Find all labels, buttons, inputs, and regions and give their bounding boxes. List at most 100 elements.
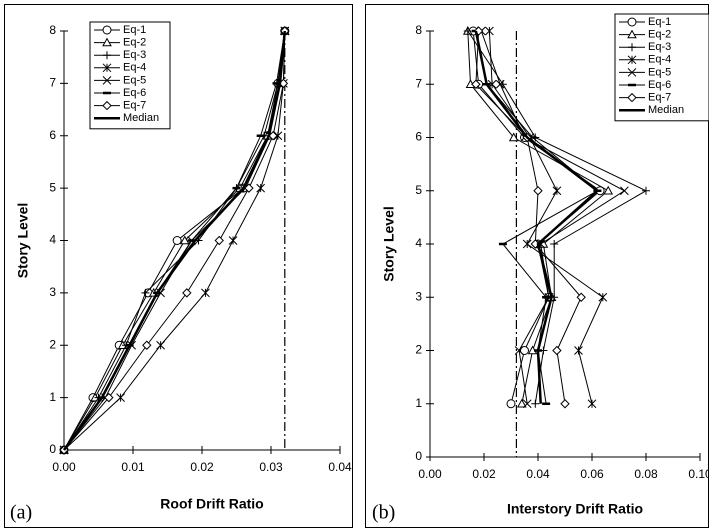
legend-marker — [627, 17, 637, 27]
data-point — [495, 79, 505, 89]
y-tick-label: 2 — [49, 337, 56, 351]
data-point — [506, 399, 516, 409]
data-point — [516, 398, 527, 408]
median-line — [62, 30, 287, 451]
legend-box — [89, 21, 171, 130]
legend-marker — [102, 76, 112, 85]
data-point — [552, 186, 562, 196]
data-point — [642, 186, 650, 195]
data-point — [471, 79, 481, 89]
y-tick-label: 3 — [415, 289, 422, 303]
data-point — [598, 292, 608, 302]
legend-label: Eq-6 — [123, 87, 146, 99]
data-point — [182, 288, 192, 298]
median-line — [474, 30, 600, 404]
legend-label: Eq-2 — [123, 37, 146, 49]
series-line — [467, 30, 648, 404]
y-tick-label: 1 — [49, 390, 56, 404]
y-tick-label: 8 — [415, 23, 422, 37]
x-tick-label: 0.06 — [580, 467, 604, 481]
y-tick-label: 1 — [415, 396, 422, 410]
y-tick-label: 8 — [49, 23, 56, 37]
data-point — [201, 288, 210, 298]
data-point — [141, 288, 150, 297]
y-tick-label: 5 — [49, 180, 56, 194]
data-point — [587, 399, 597, 409]
data-point — [552, 345, 562, 356]
legend-marker — [627, 29, 637, 39]
panel-label: (a) — [10, 502, 32, 524]
y-axis-title: Story Level — [15, 203, 31, 278]
x-tick-label: 0.08 — [634, 467, 658, 481]
data-point — [603, 185, 614, 195]
data-point — [520, 346, 529, 355]
y-tick-label: 0 — [49, 442, 56, 456]
data-point — [142, 340, 152, 350]
data-point — [620, 186, 629, 196]
legend-marker — [628, 43, 636, 52]
legend-label: Eq-4 — [648, 54, 671, 66]
x-tick-label: 0.03 — [259, 460, 283, 474]
data-point — [576, 292, 586, 302]
legend-box — [614, 13, 709, 122]
y-axis-title: Story Level — [381, 206, 397, 281]
series-line — [480, 30, 626, 404]
data-point — [156, 340, 165, 350]
data-point — [116, 393, 125, 402]
data-point — [550, 240, 559, 248]
data-point — [244, 183, 254, 193]
legend-label: Eq-7 — [123, 100, 146, 112]
panel-frame — [4, 4, 353, 528]
data-point — [508, 132, 519, 142]
x-tick-label: 0.00 — [418, 467, 442, 481]
panel-label: (b) — [372, 502, 395, 524]
x-tick-label: 0.02 — [472, 467, 496, 481]
legend-marker — [627, 55, 637, 65]
y-tick-label: 6 — [415, 130, 422, 144]
legend-label: Eq-6 — [648, 79, 671, 91]
x-tick-label: 0.10 — [688, 467, 709, 481]
data-point — [522, 399, 532, 409]
x-tick-label: 0.02 — [190, 460, 214, 474]
legend-marker — [102, 100, 112, 111]
data-point — [273, 131, 283, 141]
x-tick-label: 0.04 — [526, 467, 550, 481]
y-tick-label: 6 — [49, 128, 56, 142]
data-point — [172, 236, 182, 245]
data-point — [463, 27, 472, 35]
legend-label: Eq-3 — [123, 49, 146, 61]
data-point — [104, 392, 114, 403]
series-line — [475, 30, 582, 404]
legend-label: Eq-5 — [648, 66, 671, 78]
y-tick-label: 4 — [49, 233, 56, 247]
x-axis-title: Interstory Drift Ratio — [507, 501, 643, 517]
legend-label: Eq-2 — [648, 29, 671, 41]
x-tick-label: 0.01 — [121, 460, 145, 474]
legend-label: Median — [648, 104, 684, 116]
legend-label: Eq-1 — [648, 16, 671, 28]
legend-marker — [103, 51, 111, 60]
legend-marker — [627, 68, 637, 77]
data-point — [485, 26, 494, 36]
data-point — [228, 236, 238, 245]
data-point — [214, 235, 224, 246]
y-tick-label: 5 — [415, 183, 422, 197]
series-line — [467, 30, 610, 404]
legend-label: Eq-3 — [648, 41, 671, 53]
legend-label: Eq-4 — [123, 62, 146, 74]
legend-marker — [102, 63, 112, 73]
y-tick-label: 2 — [415, 343, 422, 357]
y-tick-label: 4 — [415, 236, 422, 250]
data-point — [531, 399, 540, 408]
data-point — [522, 239, 532, 249]
x-tick-label: 0.04 — [328, 460, 352, 474]
x-axis-title: Roof Drift Ratio — [160, 496, 263, 512]
legend-label: Eq-1 — [123, 24, 146, 36]
legend-label: Eq-5 — [123, 74, 146, 86]
data-point — [533, 186, 543, 196]
y-tick-label: 7 — [49, 76, 56, 90]
x-tick-label: 0.00 — [52, 460, 76, 474]
y-tick-label: 7 — [415, 76, 422, 90]
legend-marker — [627, 92, 637, 103]
